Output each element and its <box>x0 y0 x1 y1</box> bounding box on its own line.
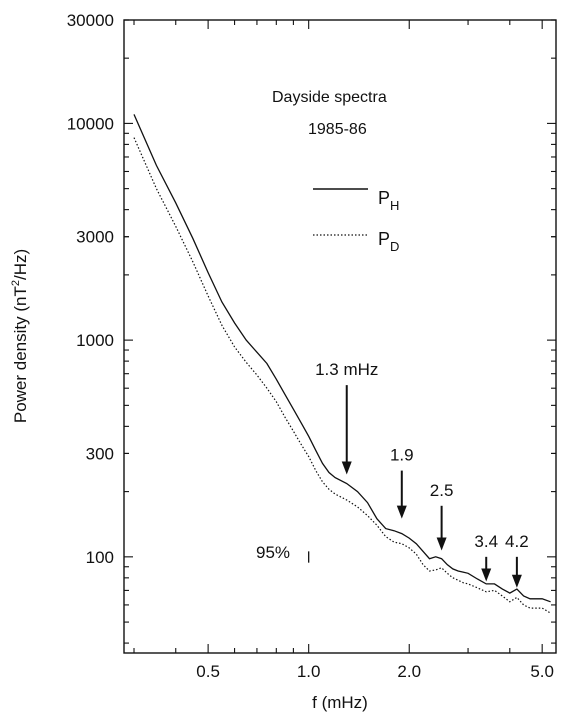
legend: PH PD <box>313 188 399 254</box>
y-tick-label: 1000 <box>76 331 114 350</box>
chart-title: Dayside spectra <box>272 89 387 106</box>
annotation-arrowhead <box>481 568 492 582</box>
annotation-arrowhead <box>396 505 407 519</box>
legend-label-pd: PD <box>378 229 399 254</box>
annotation-label: 4.2 <box>505 532 529 551</box>
y-tick-label: 100 <box>86 548 114 567</box>
x-tick-label: 2.0 <box>397 662 421 681</box>
y-axis-label: Power density (nT2/Hz) <box>10 249 30 423</box>
y-axis-ticks: 100 300 1000 3000 10000 30000 <box>67 11 556 644</box>
x-tick-label: 0.5 <box>196 662 220 681</box>
confidence-label: 95% <box>256 543 290 562</box>
annotation-arrowhead <box>511 574 522 588</box>
x-axis-ticks: 0.5 1.0 2.0 5.0 <box>133 20 554 681</box>
y-tick-label: 10000 <box>67 114 114 133</box>
x-tick-label: 5.0 <box>530 662 554 681</box>
annotation-label: 1.9 <box>390 446 414 465</box>
annotation-arrowhead <box>436 537 447 551</box>
annotation-label: 1.3 mHz <box>315 360 378 379</box>
annotation-label: 3.4 <box>474 532 498 551</box>
series-pd-line <box>133 137 551 614</box>
y-tick-label: 30000 <box>67 11 114 30</box>
series-ph-line <box>133 114 551 603</box>
x-tick-label: 1.0 <box>297 662 321 681</box>
annotation-arrowhead <box>341 461 352 475</box>
annotation-label: 2.5 <box>430 481 454 500</box>
x-axis-label: f (mHz) <box>312 693 368 712</box>
y-tick-label: 3000 <box>76 228 114 247</box>
frequency-annotations: 1.3 mHz 1.9 2.5 3.4 4.2 <box>315 360 529 588</box>
legend-label-ph: PH <box>378 188 399 213</box>
y-tick-label: 300 <box>86 444 114 463</box>
chart-subtitle: 1985-86 <box>308 121 367 138</box>
plot-frame <box>123 19 557 654</box>
